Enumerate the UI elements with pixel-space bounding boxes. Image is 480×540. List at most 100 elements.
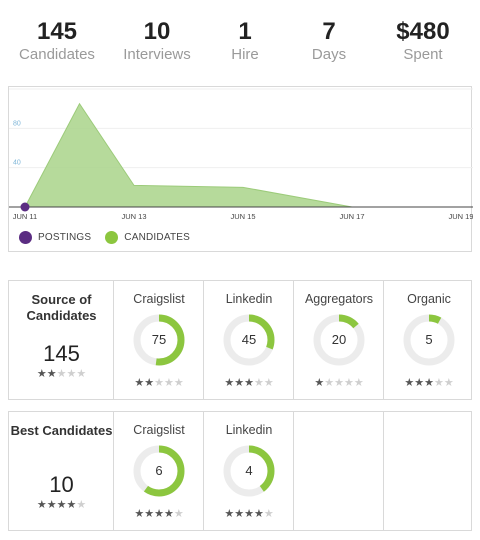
legend-label: CANDIDATES [124, 231, 190, 243]
stat-interviews: 10 Interviews [109, 18, 205, 64]
stat-hire: 1 Hire [197, 18, 293, 64]
stat-days: 7 Days [281, 18, 377, 64]
source-col-craigslist[interactable]: Craigslist 75 ★★★★★ [114, 281, 204, 399]
legend-item-candidates[interactable]: CANDIDATES [105, 230, 190, 244]
source-summary: Source of Candidates 145 ★★★★★ [9, 281, 114, 399]
best-candidates-card: Best Candidates 10 ★★★★★ Craigslist 6 ★★… [8, 411, 472, 531]
stat-label: Days [311, 46, 347, 63]
empty-cell [294, 412, 384, 530]
star-rating: ★★★★★ [204, 377, 294, 389]
star-rating: ★★★★★ [294, 377, 384, 389]
ring-value: 4 [245, 463, 253, 478]
progress-ring: 6 [133, 445, 185, 497]
star-filled-icon: ★ [46, 499, 57, 511]
ring-value: 75 [151, 332, 167, 347]
star-filled-icon: ★ [144, 508, 155, 520]
star-empty-icon: ★ [263, 377, 274, 389]
y-tick-label: 120 [13, 87, 25, 88]
source-col-linkedin[interactable]: Linkedin 45 ★★★★★ [204, 281, 294, 399]
star-empty-icon: ★ [76, 499, 87, 511]
ring-progress-arc [223, 445, 275, 497]
source-of-candidates-card: Source of Candidates 145 ★★★★★ Craigslis… [8, 280, 472, 400]
star-filled-icon: ★ [134, 508, 145, 520]
star-filled-icon: ★ [36, 368, 47, 380]
stat-value: 1 [238, 18, 252, 45]
x-tick-label: JUN 13 [121, 212, 146, 221]
ring-progress-arc [223, 314, 275, 366]
star-filled-icon: ★ [234, 508, 245, 520]
ring-value: 20 [331, 332, 347, 347]
ring-progress-arc [313, 314, 365, 366]
star-filled-icon: ★ [414, 377, 425, 389]
ring-progress-arc [133, 445, 185, 497]
source-name: Aggregators [304, 292, 374, 306]
source-name: Craigslist [133, 292, 185, 306]
star-empty-icon: ★ [343, 377, 354, 389]
star-empty-icon: ★ [163, 377, 174, 389]
star-empty-icon: ★ [173, 377, 184, 389]
star-filled-icon: ★ [144, 377, 155, 389]
card-title: Source of Candidates [26, 292, 97, 323]
star-empty-icon: ★ [76, 368, 87, 380]
best-col-craigslist[interactable]: Craigslist 6 ★★★★★ [114, 412, 204, 530]
star-filled-icon: ★ [424, 377, 434, 389]
stats-row: 145 Candidates 10 Interviews 1 Hire 7 Da… [0, 0, 480, 80]
candidates-area-series [24, 102, 461, 208]
star-filled-icon: ★ [163, 508, 174, 520]
star-empty-icon: ★ [443, 377, 454, 389]
star-rating: ★★★★★ [9, 499, 114, 511]
star-empty-icon: ★ [56, 368, 67, 380]
star-filled-icon: ★ [154, 508, 164, 520]
card-total: 10 [49, 472, 74, 497]
progress-ring: 20 [313, 314, 365, 366]
star-empty-icon: ★ [154, 377, 164, 389]
stat-label: Hire [231, 46, 259, 63]
star-filled-icon: ★ [66, 499, 77, 511]
postings-point [20, 202, 30, 212]
star-filled-icon: ★ [134, 377, 145, 389]
star-filled-icon: ★ [314, 377, 325, 389]
best-col-linkedin[interactable]: Linkedin 4 ★★★★★ [204, 412, 294, 530]
star-filled-icon: ★ [404, 377, 415, 389]
y-tick-label: 80 [13, 120, 21, 127]
star-filled-icon: ★ [56, 499, 67, 511]
stat-label: Spent [403, 46, 443, 63]
progress-ring: 5 [403, 314, 455, 366]
star-empty-icon: ★ [334, 377, 344, 389]
source-col-organic[interactable]: Organic 5 ★★★★★ [384, 281, 474, 399]
source-name: Organic [407, 292, 451, 306]
card-title: Best Candidates [10, 423, 113, 438]
star-empty-icon: ★ [173, 508, 184, 520]
star-empty-icon: ★ [324, 377, 335, 389]
source-name: Craigslist [133, 423, 185, 437]
progress-ring: 45 [223, 314, 275, 366]
x-tick-label: JUN 15 [230, 212, 255, 221]
progress-ring: 4 [223, 445, 275, 497]
star-rating: ★★★★★ [384, 377, 474, 389]
stat-spent: $480 Spent [375, 18, 471, 64]
chart-legend: POSTINGS CANDIDATES [19, 229, 204, 245]
star-rating: ★★★★★ [9, 368, 114, 380]
stat-value: 10 [143, 18, 171, 45]
y-tick-label: 40 [13, 160, 21, 167]
candidates-swatch [105, 230, 119, 244]
candidates-chart-card: 40 80 120 JUN 11 JUN 13 JUN 15 JUN 17 JUN 19 PO… [8, 86, 473, 252]
source-col-aggregators[interactable]: Aggregators 20 ★★★★★ [294, 281, 384, 399]
best-summary: Best Candidates 10 ★★★★★ [9, 412, 114, 530]
star-filled-icon: ★ [224, 508, 235, 520]
legend-label: POSTINGS [38, 231, 92, 243]
star-empty-icon: ★ [66, 368, 77, 380]
star-filled-icon: ★ [244, 377, 254, 389]
star-filled-icon: ★ [46, 368, 57, 380]
source-name: Linkedin [225, 292, 273, 306]
source-name: Linkedin [225, 423, 273, 437]
star-rating: ★★★★★ [204, 508, 294, 520]
star-empty-icon: ★ [253, 377, 264, 389]
star-empty-icon: ★ [433, 377, 444, 389]
star-filled-icon: ★ [244, 508, 254, 520]
stat-value: 7 [322, 18, 336, 45]
stat-value: 145 [36, 18, 78, 45]
stat-label: Candidates [19, 46, 95, 63]
legend-item-postings[interactable]: POSTINGS [19, 230, 92, 244]
ring-progress-arc [133, 314, 185, 366]
